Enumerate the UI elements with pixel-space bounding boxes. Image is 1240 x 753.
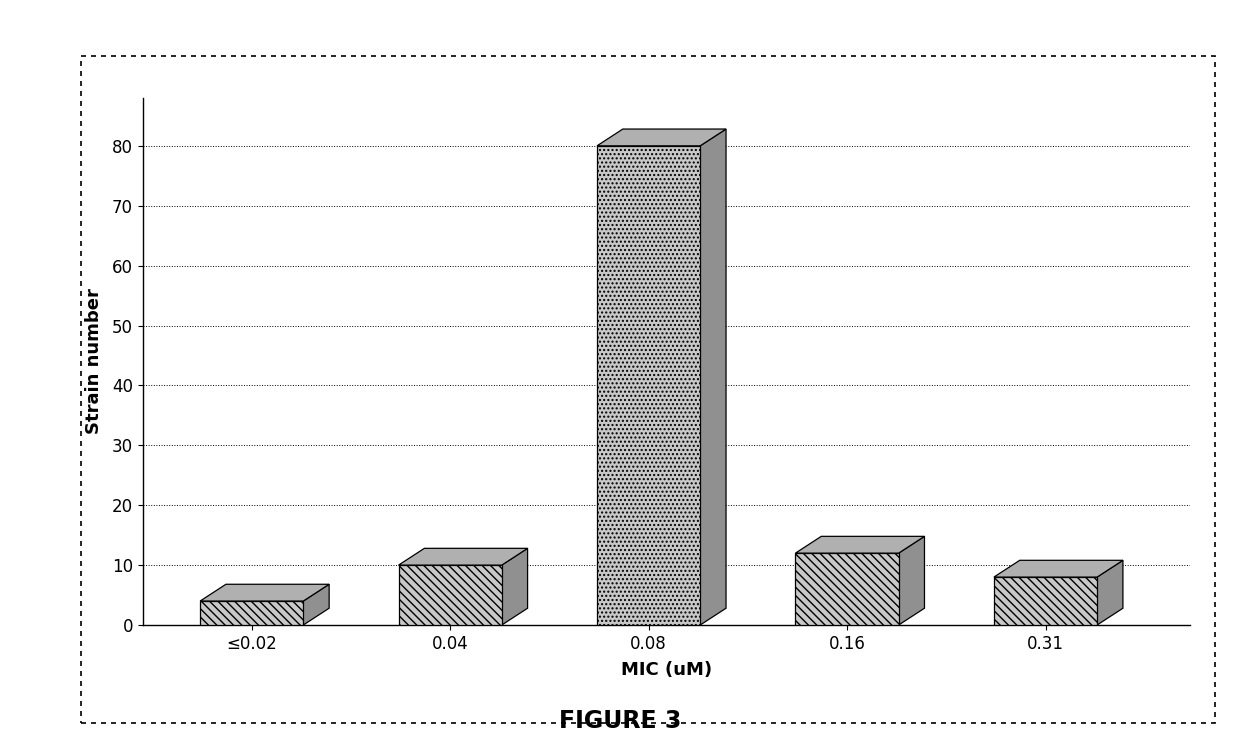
Polygon shape (994, 577, 1097, 625)
Polygon shape (596, 146, 701, 625)
Polygon shape (899, 536, 925, 625)
X-axis label: MIC (uM): MIC (uM) (621, 661, 712, 679)
Polygon shape (398, 565, 502, 625)
Text: FIGURE 3: FIGURE 3 (559, 709, 681, 733)
Polygon shape (304, 584, 329, 625)
Y-axis label: Strain number: Strain number (86, 288, 103, 434)
Polygon shape (796, 553, 899, 625)
Polygon shape (200, 601, 304, 625)
Polygon shape (200, 584, 329, 601)
Polygon shape (1097, 560, 1123, 625)
Polygon shape (596, 129, 727, 146)
Polygon shape (398, 548, 527, 565)
Polygon shape (994, 560, 1123, 577)
Polygon shape (502, 548, 527, 625)
Polygon shape (796, 536, 925, 553)
Polygon shape (701, 129, 727, 625)
